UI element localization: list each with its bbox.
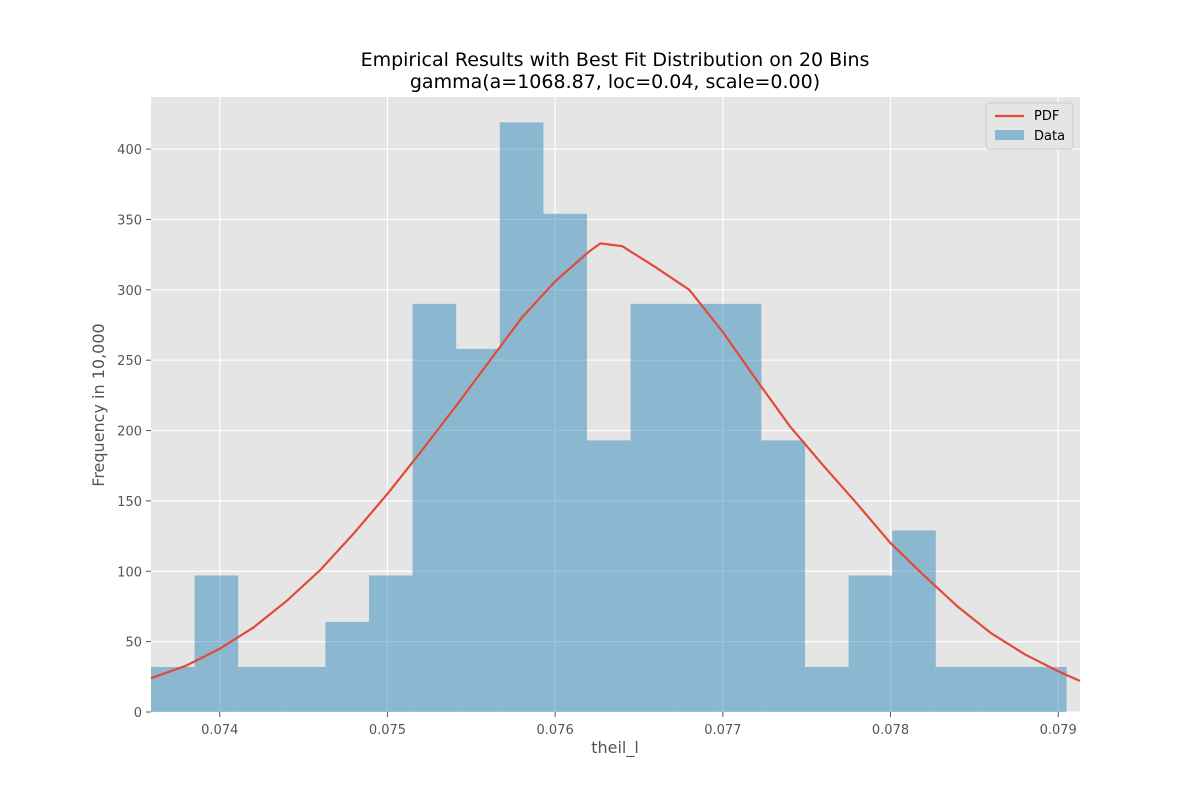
x-axis-ticks: 0.074 0.075 0.076 0.077 0.078 0.079	[201, 712, 1077, 738]
y-tick-label: 250	[117, 354, 142, 369]
y-tick-label: 300	[117, 284, 142, 299]
x-axis-label: theil_l	[591, 738, 639, 758]
histogram-bar	[499, 122, 544, 713]
histogram-bar	[979, 666, 1023, 712]
histogram-bar	[804, 666, 849, 712]
y-tick-label: 200	[117, 425, 142, 440]
y-tick-label: 100	[117, 565, 142, 580]
histogram-bar	[935, 666, 980, 712]
histogram-bar	[848, 575, 893, 712]
histogram-bar	[892, 530, 936, 712]
legend-pdf-label: PDF	[1034, 109, 1059, 124]
pdf-curve	[150, 242, 1081, 683]
histogram-bar	[630, 303, 675, 712]
chart-subtitle: gamma(a=1068.87, loc=0.04, scale=0.00)	[410, 71, 820, 93]
histogram-bar	[151, 666, 195, 712]
histogram-bars	[151, 122, 1067, 713]
histogram-bar	[281, 666, 326, 712]
x-tick-label: 0.075	[369, 723, 406, 738]
y-tick-label: 50	[125, 636, 142, 651]
y-tick-label: 400	[117, 143, 142, 158]
legend-data-label: Data	[1034, 129, 1065, 144]
histogram-bar	[1022, 666, 1067, 712]
histogram-bar	[456, 348, 500, 712]
y-axis-ticks: 0 50 100 150 200 250 300 350 400	[117, 143, 151, 721]
histogram-bar	[194, 575, 239, 712]
x-tick-label: 0.076	[537, 723, 574, 738]
y-tick-label: 150	[117, 495, 142, 510]
histogram-bar	[543, 213, 587, 712]
chart-title: Empirical Results with Best Fit Distribu…	[361, 49, 870, 71]
x-tick-label: 0.077	[704, 723, 741, 738]
chart-legend: PDF Data	[985, 102, 1074, 150]
y-tick-label: 0	[134, 706, 142, 721]
histogram-bar	[368, 575, 413, 712]
histogram-bar	[238, 666, 282, 712]
x-tick-label: 0.074	[201, 723, 238, 738]
histogram-bar	[717, 303, 762, 712]
x-tick-label: 0.078	[872, 723, 909, 738]
y-tick-label: 350	[117, 213, 142, 228]
legend-data-swatch	[995, 130, 1024, 140]
histogram-bar	[325, 621, 369, 712]
histogram-bar	[412, 303, 457, 712]
y-axis-label: Frequency in 10,000	[89, 323, 108, 486]
histogram-bar	[674, 303, 718, 712]
x-tick-label: 0.079	[1040, 723, 1077, 738]
histogram-bar	[761, 440, 805, 712]
histogram-bar	[586, 440, 631, 712]
